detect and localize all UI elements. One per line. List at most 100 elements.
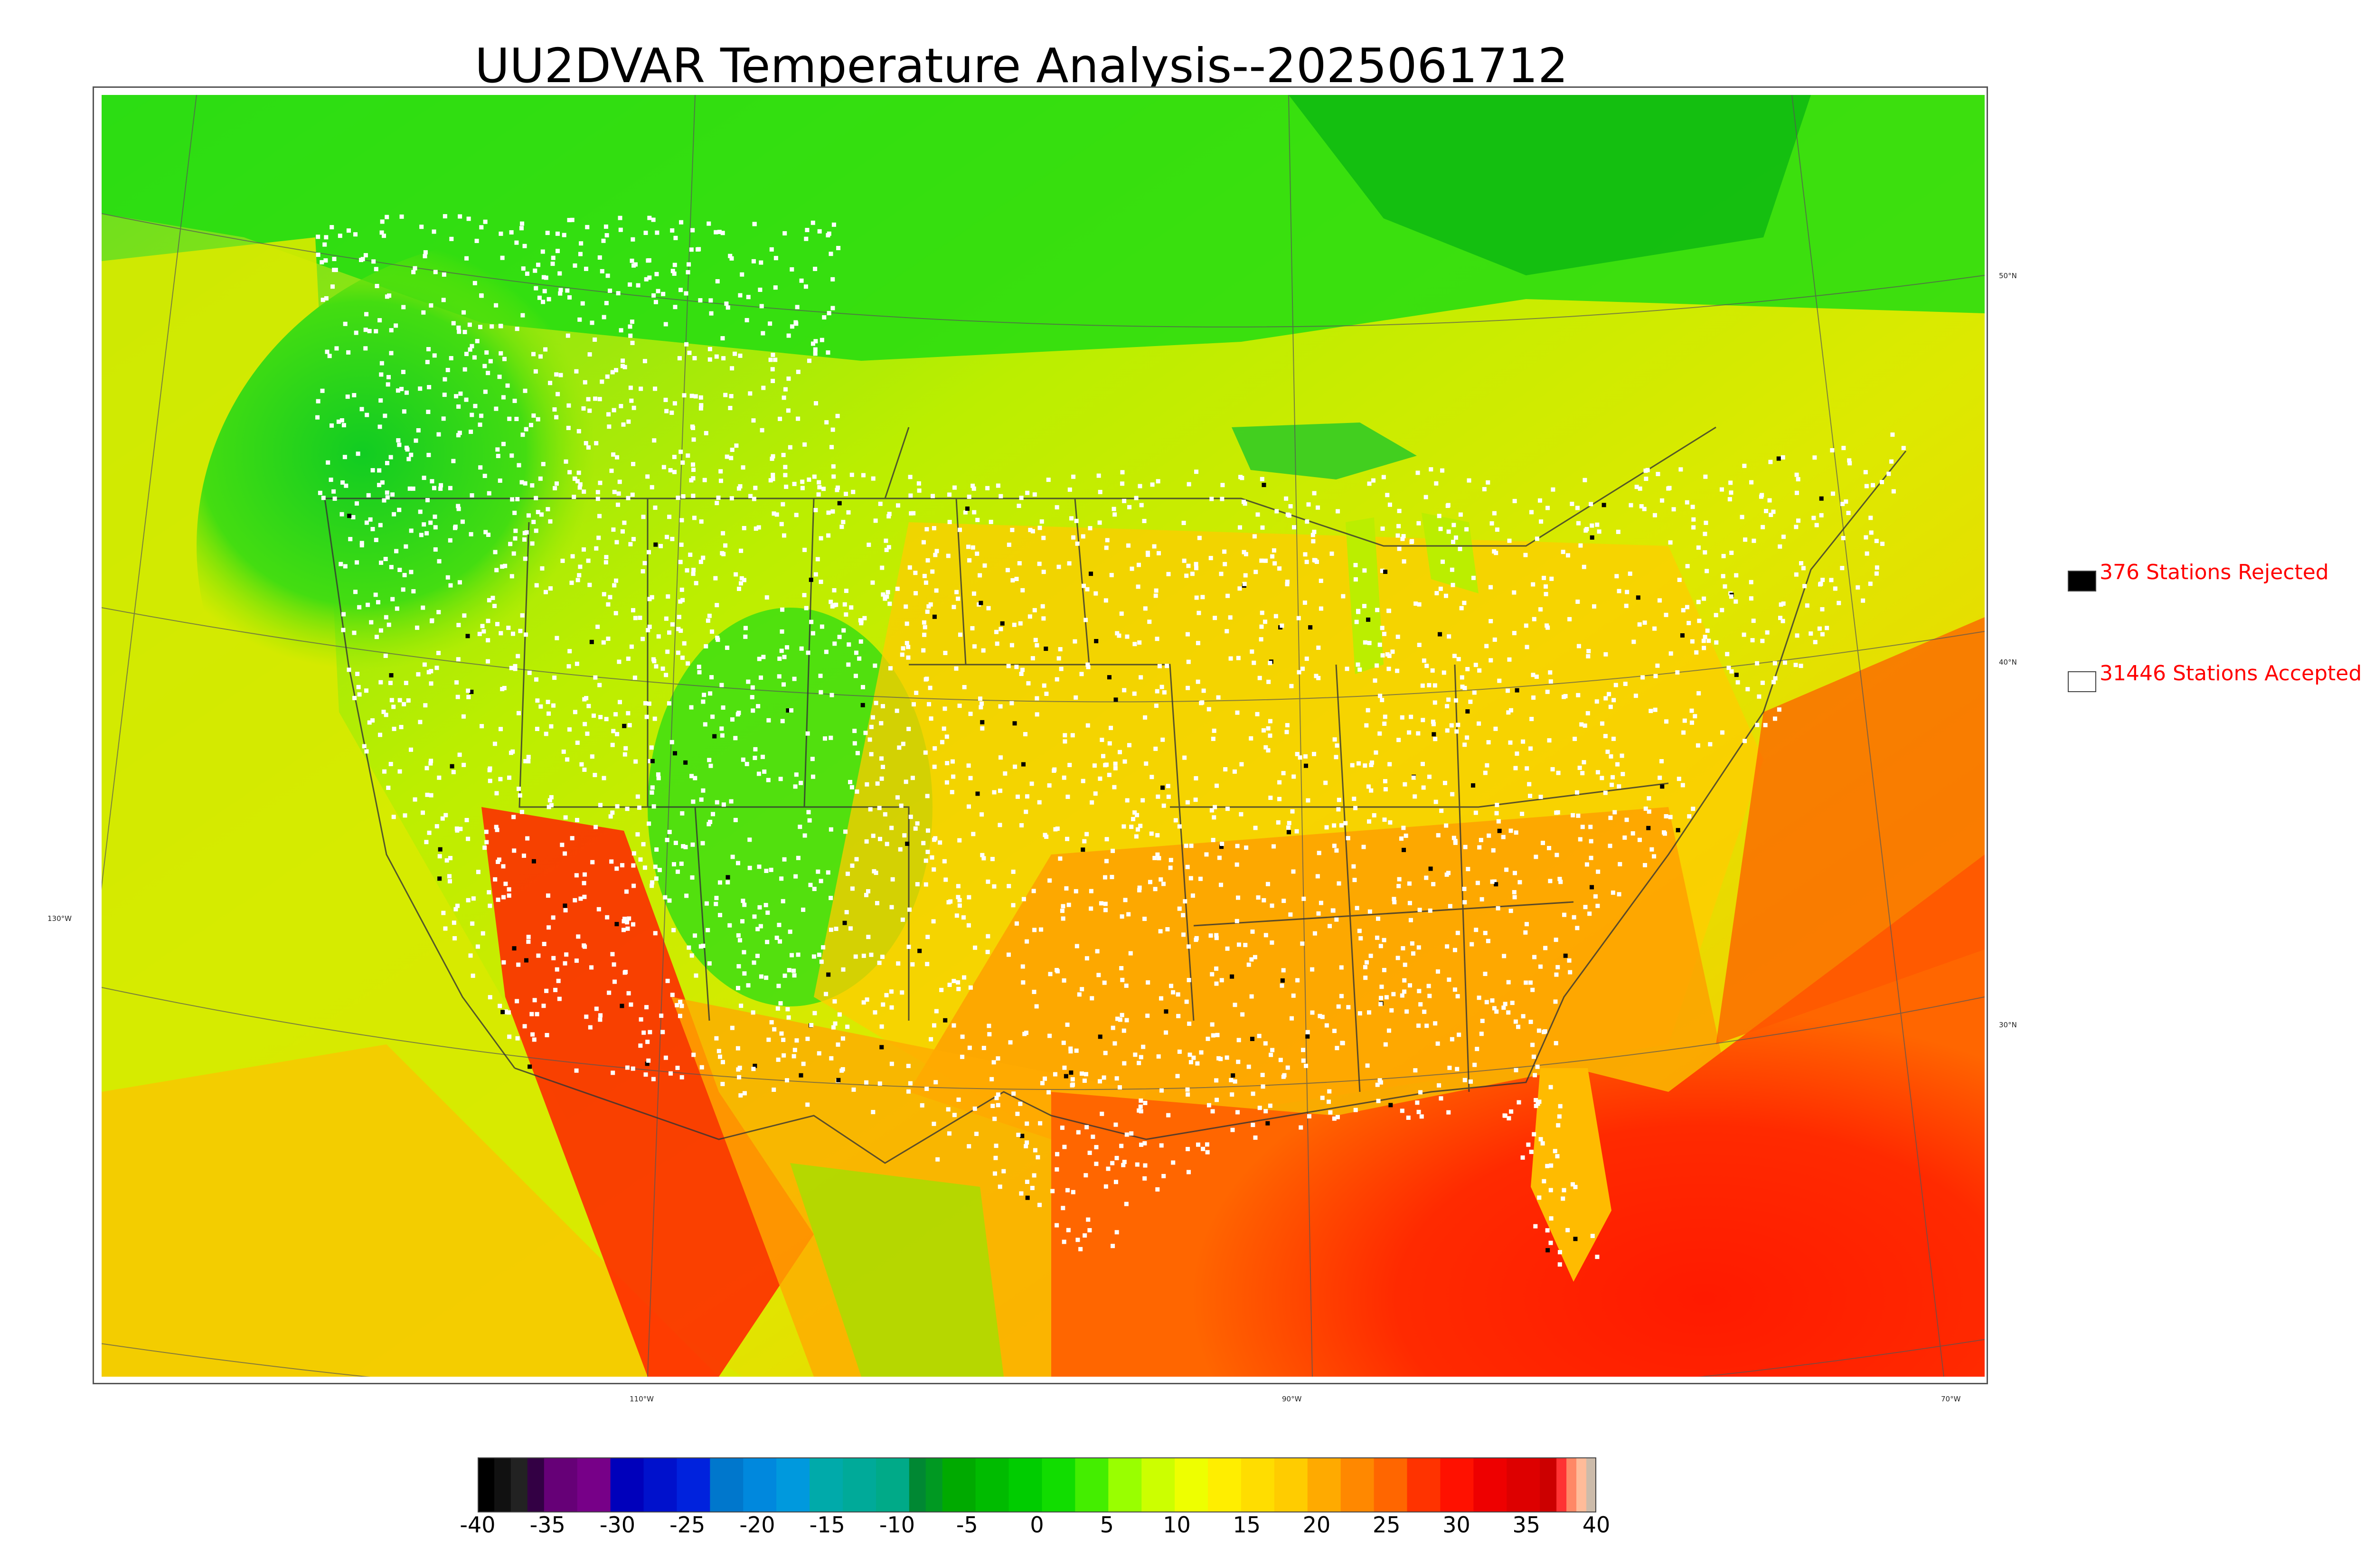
accepted-station-marker [1296,616,1301,620]
accepted-station-marker [667,830,672,835]
accepted-station-marker [970,626,975,630]
florida [1531,1068,1611,1282]
accepted-station-marker [445,367,450,372]
accepted-station-marker [742,971,747,976]
accepted-station-marker [1211,736,1215,741]
accepted-station-marker [574,369,579,374]
accepted-station-marker [1694,650,1699,655]
accepted-station-marker [576,470,581,475]
accepted-station-marker [925,794,930,798]
accepted-station-marker [1796,518,1801,523]
accepted-station-marker [1689,708,1694,713]
accepted-station-marker [1536,1028,1541,1033]
accepted-station-marker [1441,559,1445,564]
accepted-station-marker [1362,604,1366,609]
accepted-station-marker [531,519,536,524]
accepted-station-marker [980,812,984,817]
accepted-station-marker [854,650,858,655]
accepted-station-marker [714,354,719,359]
accepted-station-marker [326,460,330,465]
accepted-station-marker [1327,1089,1332,1094]
accepted-station-marker [548,586,553,591]
accepted-station-marker [643,701,648,705]
accepted-station-marker [720,1060,725,1064]
accepted-station-marker [1508,909,1513,913]
accepted-station-marker [864,839,869,844]
accepted-station-marker [549,795,554,799]
accepted-station-marker [468,347,472,352]
accepted-station-marker [1356,609,1361,613]
accepted-station-marker [610,742,615,747]
accepted-station-marker [1780,455,1785,460]
accepted-station-marker [548,519,553,524]
accepted-station-marker [1125,634,1130,639]
accepted-station-marker [693,933,697,938]
colorbar-tick-label: 40 [1582,1512,1611,1538]
accepted-station-marker [1270,554,1275,559]
accepted-station-marker [807,818,812,823]
accepted-station-marker [1407,730,1412,735]
accepted-station-marker [647,216,652,220]
accepted-station-marker [1025,1140,1029,1145]
accepted-station-marker [483,219,488,224]
accepted-station-marker [530,541,535,546]
accepted-station-marker [1579,722,1584,727]
accepted-station-marker [713,576,718,581]
colorbar-segment [776,1457,810,1512]
accepted-station-marker [867,737,872,742]
accepted-station-marker [1545,1164,1550,1168]
accepted-station-marker [1126,543,1131,548]
accepted-station-marker [1390,649,1395,654]
accepted-station-marker [736,933,741,938]
accepted-station-marker [810,757,815,761]
accepted-station-marker [386,622,391,627]
colorbar-segment [1440,1457,1474,1512]
temperature-map[interactable] [102,95,1985,1377]
accepted-station-marker [746,679,751,684]
accepted-station-marker [631,1066,635,1071]
accepted-station-marker [751,418,756,423]
accepted-station-marker [647,597,652,601]
accepted-station-marker [781,1037,786,1042]
accepted-station-marker [1122,759,1127,764]
accepted-station-marker [1531,582,1536,587]
accepted-station-marker [851,489,856,494]
accepted-station-marker [423,703,428,708]
accepted-station-marker [1479,897,1484,901]
accepted-station-marker [670,228,675,233]
accepted-station-marker [708,691,713,696]
accepted-station-marker [479,413,484,418]
accepted-station-marker [768,321,772,326]
accepted-station-marker [385,495,390,500]
accepted-station-marker [1504,867,1509,872]
accepted-station-marker [367,720,372,725]
rejected-station-marker [1636,595,1640,600]
accepted-station-marker [462,310,466,315]
accepted-station-marker [1416,1023,1421,1028]
accepted-station-marker [601,640,606,645]
accepted-station-marker [853,954,858,959]
accepted-station-marker [650,785,655,790]
accepted-station-marker [1667,486,1672,490]
accepted-station-marker [802,833,807,838]
accepted-station-marker [1603,734,1608,739]
accepted-station-marker [625,920,630,925]
accepted-station-marker [925,962,930,967]
colorbar-tick-label: -10 [879,1512,915,1538]
accepted-station-marker [1664,612,1668,617]
accepted-station-marker [664,409,669,413]
accepted-station-marker [645,1040,650,1044]
rejected-station-marker [1819,496,1824,501]
accepted-station-marker [647,275,652,280]
accepted-station-marker [832,588,837,592]
rejected-station-marker [1160,785,1165,790]
accepted-station-marker [1565,1228,1570,1232]
accepted-station-marker [1577,765,1582,770]
accepted-station-marker [635,794,640,799]
accepted-station-marker [567,649,572,654]
accepted-station-marker [932,764,937,769]
accepted-station-marker [691,568,696,573]
accepted-station-marker [1214,933,1219,938]
accepted-station-marker [826,233,830,238]
accepted-station-marker [560,558,565,563]
